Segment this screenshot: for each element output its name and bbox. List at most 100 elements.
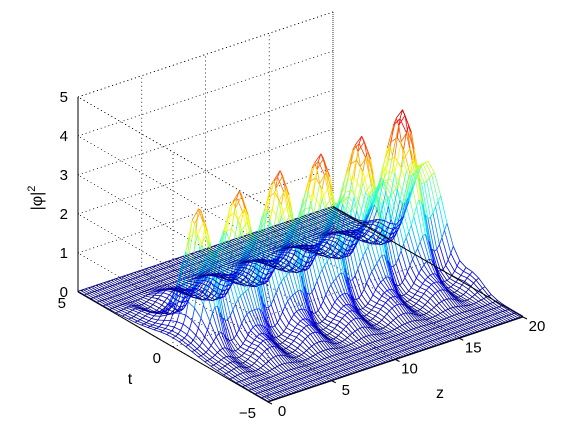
mesh-segment [242,339,246,344]
mesh-segment [150,283,158,288]
mesh-segment [224,320,232,341]
mesh-segment [444,280,448,282]
mesh-segment [131,273,139,278]
mesh-segment [349,332,353,336]
mesh-segment [352,330,356,334]
mesh-segment [152,301,156,305]
mesh-segment [203,351,207,355]
mesh-segment [353,317,357,320]
mesh-segment [300,318,304,322]
mesh-segment [401,323,405,326]
mesh-segment [147,273,155,278]
mesh-segment [117,295,124,300]
mesh-segment [291,314,295,319]
mesh-segment [453,281,457,286]
mesh-segment [260,365,264,369]
mesh-segment [233,357,241,364]
mesh-segment [293,336,297,341]
mesh-segment [460,294,464,297]
mesh-segment [235,207,239,221]
mesh-segment [170,302,174,307]
mesh-segment [339,317,343,322]
mesh-segment [137,276,145,282]
mesh-segment [223,357,231,363]
mesh-segment [249,310,253,313]
mesh-segment [155,322,162,325]
mesh-segment [127,313,134,317]
mesh-segment [250,383,257,388]
mesh-segment [155,301,162,306]
mesh-segment [264,333,272,341]
mesh-segment [209,312,213,322]
mesh-segment [133,283,141,288]
mesh-segment [348,171,352,182]
mesh-segment [138,310,142,314]
mesh-segment [170,320,177,322]
mesh-segment [424,276,429,281]
mesh-segment [269,346,273,348]
mesh-segment [387,297,391,301]
mesh-segment [289,362,297,369]
mesh-segment [158,326,166,329]
mesh-segment [241,380,249,386]
mesh-segment [174,326,181,331]
mesh-segment [273,292,277,299]
mesh-segment [218,333,226,348]
mesh-segment [233,334,237,339]
mesh-segment [143,303,151,308]
mesh-segment [136,305,143,309]
mesh-segment [207,358,210,361]
mesh-segment [385,324,389,328]
mesh-segment [268,307,276,327]
mesh-segment [368,271,373,278]
mesh-segment [372,315,376,319]
mesh-segment [269,370,277,376]
mesh-segment [394,304,398,307]
mesh-segment [205,351,213,358]
mesh-segment [257,345,265,352]
mesh-segment [195,230,203,246]
mesh-segment [200,318,208,331]
mesh-segment [295,367,303,373]
mesh-segment [426,311,430,314]
mesh-segment [343,304,347,307]
mesh-segment [179,341,186,347]
mesh-segment [257,380,265,386]
mesh-segment [398,314,402,317]
mesh-segment [275,374,283,380]
mesh-segment [386,310,390,315]
mesh-segment [240,232,244,241]
mesh-segment [410,305,414,308]
mesh-segment [228,370,232,373]
mesh-segment [283,277,291,298]
mesh-segment [479,287,483,291]
mesh-segment [218,332,222,334]
mesh-segment [108,280,116,286]
mesh-segment [288,346,296,351]
mesh-segment [135,277,142,282]
mesh-segment [148,297,152,301]
mesh-segment [342,317,349,324]
mesh-segment [197,280,205,289]
mesh-segment [141,292,149,295]
mesh-segment [153,313,157,317]
mesh-segment [427,216,431,219]
mesh-segment [220,359,228,365]
mesh-segment [177,290,184,295]
mesh-segment [93,285,100,291]
mesh-segment [372,289,376,296]
mesh-segment [185,346,193,353]
mesh-segment [418,296,422,301]
mesh-segment [137,299,145,304]
mesh-segment [245,371,252,378]
mesh-segment [235,299,239,305]
mesh-segment [133,314,137,317]
mesh-segment [122,293,130,298]
mesh-segment [191,350,195,353]
mesh-segment [205,349,209,353]
mesh-segment [320,350,324,353]
mesh-segment [269,347,277,357]
mesh-segment [297,320,301,325]
mesh-segment [276,347,284,356]
mesh-segment [246,367,254,372]
